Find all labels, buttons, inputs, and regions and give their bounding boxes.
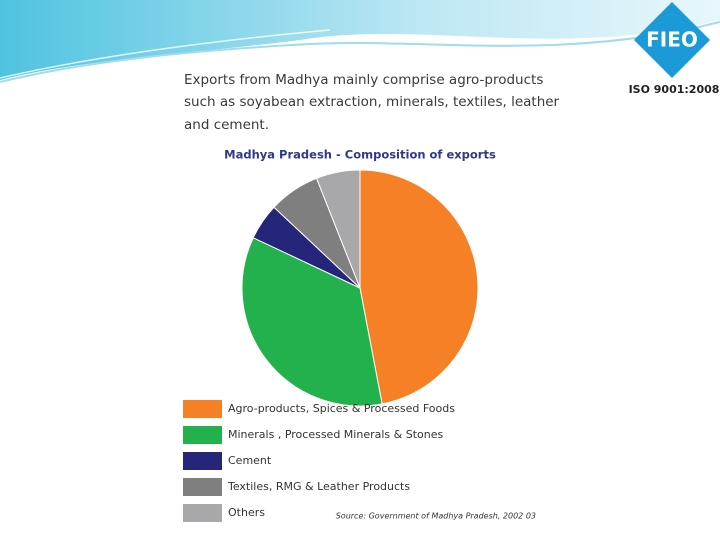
- legend-swatch: [183, 452, 222, 470]
- header-line: [0, 29, 331, 79]
- certification: ISO 9001:2008: [629, 83, 720, 96]
- legend-label: Textiles, RMG & Leather Products: [227, 480, 410, 493]
- legend-label: Others: [228, 506, 265, 519]
- pie-slice: [315, 169, 361, 289]
- legend-swatch: [183, 504, 222, 522]
- source: Source: Government of Madhya Pradesh, 20…: [336, 512, 536, 521]
- pie-slice: [241, 237, 383, 407]
- legend-swatch: [183, 400, 222, 418]
- logo: [634, 2, 710, 78]
- legend-label: Minerals , Processed Minerals & Stones: [228, 428, 443, 441]
- legend-swatch: [183, 426, 222, 444]
- logo-text: FIEO: [646, 28, 698, 52]
- header-wave: [0, 0, 720, 80]
- pie-slice: [359, 169, 479, 405]
- intro-line: such as soyabean extraction, minerals, t…: [184, 94, 560, 110]
- legend-label: Cement: [228, 454, 272, 467]
- legend-swatch: [183, 478, 222, 496]
- header-line: [0, 21, 720, 83]
- legend-label: Agro-products, Spices & Processed Foods: [228, 402, 455, 415]
- intro-line: Exports from Madhya mainly comprise agro…: [184, 72, 543, 88]
- chart-title: Madhya Pradesh - Composition of exports: [224, 148, 496, 162]
- intro-line: and cement.: [184, 117, 269, 133]
